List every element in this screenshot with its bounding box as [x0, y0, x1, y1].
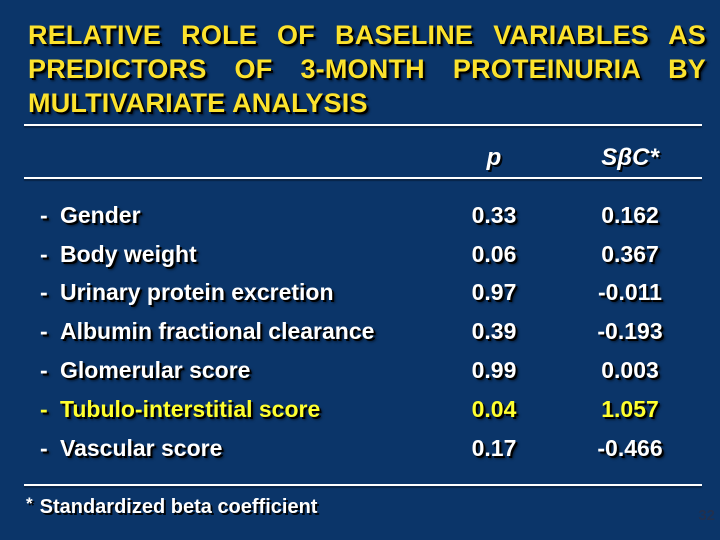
row-bullet: - — [40, 318, 48, 345]
row-sbc-value: 0.162 — [601, 201, 659, 228]
row-label-cell: - Albumin fractional clearance — [0, 318, 424, 345]
row-p-value: 0.39 — [471, 318, 517, 345]
title-line-2: PREDICTORS OF 3-MONTH PROTEINURIA BY — [28, 54, 706, 84]
row-label-cell: - Glomerular score — [0, 357, 424, 384]
table-row: - Urinary protein excretion 0.97 -0.011 — [0, 274, 720, 313]
row-bullet: - — [40, 279, 48, 306]
row-p-value: 0.17 — [471, 434, 517, 461]
table-row: - Albumin fractional clearance 0.39 -0.19… — [0, 312, 720, 351]
row-bullet: - — [40, 201, 48, 228]
row-label-cell: - Urinary protein excretion — [0, 279, 424, 306]
row-label: Vascular score — [60, 434, 223, 461]
table-header-row: p SβC* — [0, 140, 720, 176]
slide-title: RELATIVE ROLE OF BASELINE VARIABLES AS P… — [28, 18, 706, 120]
footnote-text: Standardized beta coefficient — [39, 496, 318, 518]
table-row: - Glomerular score 0.99 0.003 — [0, 351, 720, 390]
row-label-cell: - Tubulo-interstitial score — [0, 396, 424, 423]
row-p-value: 0.33 — [471, 201, 517, 228]
header-divider-line — [24, 177, 702, 179]
table-row: - Body weight 0.06 0.367 — [0, 235, 720, 274]
row-bullet: - — [40, 357, 48, 384]
header-sbc-column: SβC* — [601, 144, 659, 171]
table-row: - Tubulo-interstitial score 0.04 1.057 — [0, 390, 720, 429]
row-label-cell: - Vascular score — [0, 435, 424, 462]
page-number: 32 — [698, 507, 715, 524]
row-label-cell: - Body weight — [0, 241, 424, 268]
row-label: Gender — [60, 201, 141, 228]
row-p-value: 0.99 — [471, 357, 517, 384]
row-sbc-value: -0.193 — [597, 318, 663, 345]
row-sbc-value: 1.057 — [601, 395, 659, 422]
row-label: Tubulo-interstitial score — [60, 395, 321, 422]
row-label: Albumin fractional clearance — [60, 318, 375, 345]
row-sbc-value: 0.003 — [601, 357, 659, 384]
row-sbc-value: 0.367 — [601, 240, 659, 267]
title-divider-line — [24, 124, 702, 126]
title-line-3: MULTIVARIATE ANALYSIS — [28, 88, 368, 118]
header-p-column: p — [486, 144, 502, 171]
row-label: Body weight — [60, 240, 197, 267]
row-label-cell: - Gender — [0, 202, 424, 229]
row-bullet: - — [40, 395, 48, 422]
row-label: Glomerular score — [60, 357, 251, 384]
results-table: - Gender 0.33 0.162 - Body weight 0.06 0.3… — [0, 196, 720, 468]
row-bullet: - — [40, 434, 48, 461]
row-p-value: 0.04 — [471, 395, 517, 422]
footnote-divider-line — [24, 484, 702, 486]
row-bullet: - — [40, 240, 48, 267]
row-p-value: 0.97 — [471, 279, 517, 306]
title-line-1: RELATIVE ROLE OF BASELINE VARIABLES AS — [28, 20, 706, 50]
row-sbc-value: -0.466 — [597, 434, 663, 461]
table-row: - Vascular score 0.17 -0.466 — [0, 429, 720, 468]
row-label: Urinary protein excretion — [60, 279, 334, 306]
row-p-value: 0.06 — [471, 240, 517, 267]
table-row: - Gender 0.33 0.162 — [0, 196, 720, 235]
footnote-asterisk: * — [26, 494, 33, 513]
footnote: * Standardized beta coefficient — [26, 491, 317, 520]
row-sbc-value: -0.011 — [598, 279, 662, 306]
